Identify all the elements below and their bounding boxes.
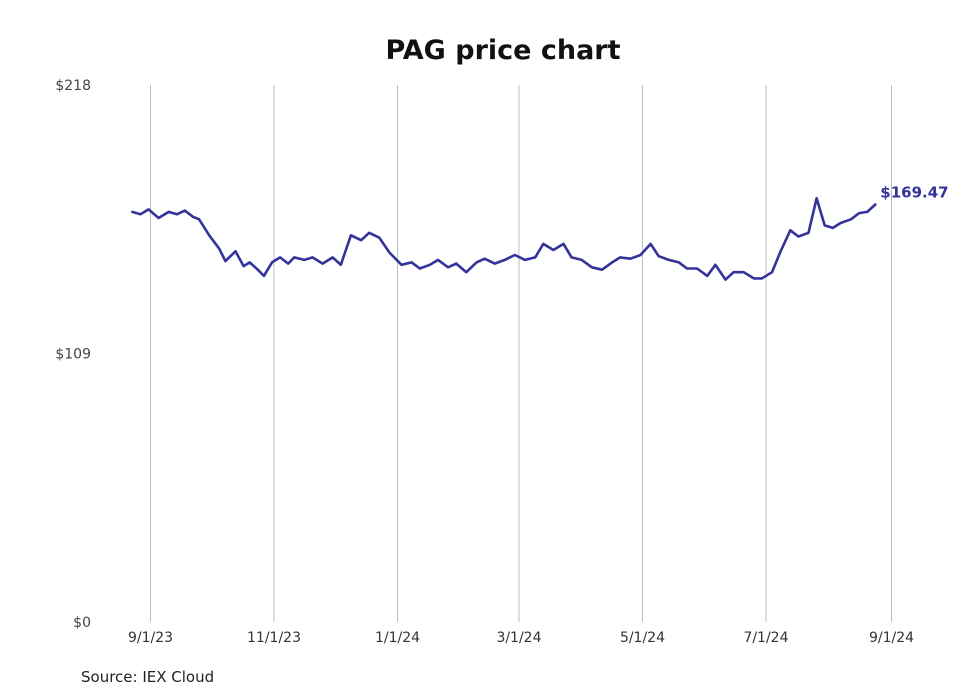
x-tick-label-5: 7/1/24 <box>743 630 788 646</box>
source-note: Source: IEX Cloud <box>81 668 215 686</box>
last-value-label: $169.47 <box>880 184 948 202</box>
x-tick-label-4: 5/1/24 <box>620 630 665 646</box>
x-tick-label-0: 9/1/23 <box>128 630 173 646</box>
y-axis: $0 $109 $218 <box>55 78 91 631</box>
x-tick-label-6: 9/1/24 <box>869 630 914 646</box>
series-layer: $169.47 <box>131 184 949 281</box>
price-line <box>131 197 877 281</box>
chart-title: PAG price chart <box>385 35 620 66</box>
y-tick-label-1: $109 <box>55 347 91 363</box>
y-tick-label-0: $0 <box>73 615 91 631</box>
grid-layer <box>150 85 892 622</box>
y-tick-label-2: $218 <box>55 78 91 94</box>
x-tick-label-1: 11/1/23 <box>247 630 301 646</box>
x-tick-label-3: 3/1/24 <box>496 630 541 646</box>
x-tick-label-2: 1/1/24 <box>375 630 420 646</box>
x-axis: 9/1/23 11/1/23 1/1/24 3/1/24 5/1/24 7/1/24 9/1… <box>128 630 914 646</box>
